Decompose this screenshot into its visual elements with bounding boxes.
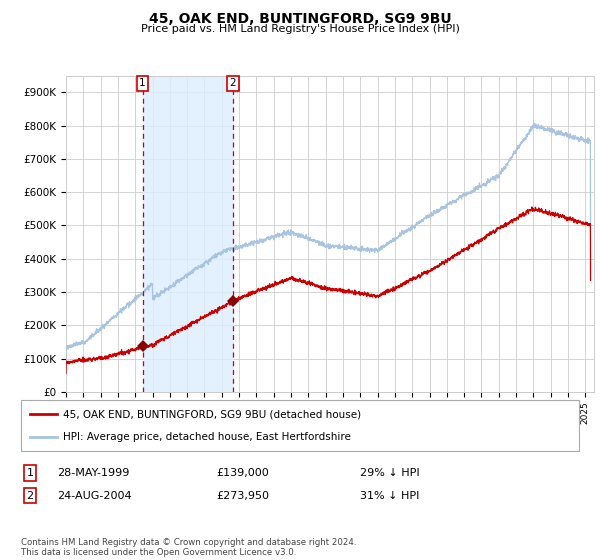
Text: £139,000: £139,000 (216, 468, 269, 478)
Text: Price paid vs. HM Land Registry's House Price Index (HPI): Price paid vs. HM Land Registry's House … (140, 24, 460, 34)
Text: £273,950: £273,950 (216, 491, 269, 501)
Text: HPI: Average price, detached house, East Hertfordshire: HPI: Average price, detached house, East… (63, 432, 351, 442)
Text: 28-MAY-1999: 28-MAY-1999 (57, 468, 130, 478)
Bar (143, 76, 233, 392)
Text: 2: 2 (26, 491, 34, 501)
Text: 2: 2 (230, 78, 236, 88)
Text: 29% ↓ HPI: 29% ↓ HPI (360, 468, 419, 478)
Text: Contains HM Land Registry data © Crown copyright and database right 2024.
This d: Contains HM Land Registry data © Crown c… (21, 538, 356, 557)
Text: 1: 1 (26, 468, 34, 478)
Text: 1: 1 (139, 78, 146, 88)
Text: 45, OAK END, BUNTINGFORD, SG9 9BU (detached house): 45, OAK END, BUNTINGFORD, SG9 9BU (detac… (63, 409, 361, 419)
Text: 31% ↓ HPI: 31% ↓ HPI (360, 491, 419, 501)
Text: 45, OAK END, BUNTINGFORD, SG9 9BU: 45, OAK END, BUNTINGFORD, SG9 9BU (149, 12, 451, 26)
Text: 24-AUG-2004: 24-AUG-2004 (57, 491, 131, 501)
